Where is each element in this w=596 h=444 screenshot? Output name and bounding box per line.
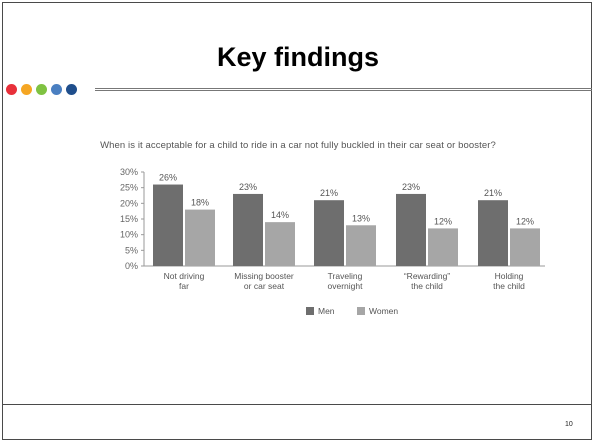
- data-label: 23%: [239, 182, 257, 192]
- category-label: overnight: [328, 281, 364, 291]
- legend-swatch-women: [357, 307, 365, 315]
- category-label: “Rewarding”: [404, 271, 450, 281]
- category-label: far: [179, 281, 189, 291]
- legend-label-men: Men: [318, 306, 335, 316]
- category-label: or car seat: [244, 281, 285, 291]
- y-tick-label: 10%: [120, 230, 138, 240]
- data-label: 14%: [271, 210, 289, 220]
- bar-women: [428, 228, 458, 266]
- bar-men: [314, 200, 344, 266]
- y-tick-label: 30%: [120, 167, 138, 177]
- data-label: 12%: [516, 216, 534, 226]
- decorative-dot-orange: [21, 84, 32, 95]
- category-label: the child: [493, 281, 525, 291]
- category-label: Missing booster: [234, 271, 294, 281]
- bar-men: [396, 193, 426, 266]
- footer-divider: [2, 404, 592, 405]
- title-divider: [95, 88, 592, 91]
- data-label: 23%: [402, 182, 420, 192]
- slide-title: Key findings: [216, 42, 379, 72]
- y-tick-label: 20%: [120, 198, 138, 208]
- data-label: 21%: [320, 188, 338, 198]
- legend-label-women: Women: [369, 306, 398, 316]
- decorative-dot-red: [6, 84, 17, 95]
- bar-men: [478, 200, 508, 266]
- decorative-dot-blue: [51, 84, 62, 95]
- category-label: the child: [411, 281, 443, 291]
- bar-women: [510, 228, 540, 266]
- page-number: 10: [565, 421, 573, 428]
- bar-women: [265, 222, 295, 266]
- data-label: 13%: [352, 213, 370, 223]
- category-label: Not driving: [164, 271, 205, 281]
- bar-women: [346, 225, 376, 266]
- chart-question: When is it acceptable for a child to rid…: [100, 140, 496, 151]
- data-label: 12%: [434, 216, 452, 226]
- bar-women: [185, 209, 215, 266]
- category-label: Traveling: [328, 271, 363, 281]
- y-tick-label: 15%: [120, 214, 138, 224]
- legend-swatch-men: [306, 307, 314, 315]
- category-label: Holding: [495, 271, 524, 281]
- decorative-dot-navy: [66, 84, 77, 95]
- y-tick-label: 5%: [125, 245, 138, 255]
- bar-men: [153, 184, 183, 266]
- data-label: 18%: [191, 198, 209, 208]
- y-tick-label: 0%: [125, 261, 138, 271]
- data-label: 26%: [159, 173, 177, 183]
- data-label: 21%: [484, 188, 502, 198]
- y-tick-label: 25%: [120, 183, 138, 193]
- decorative-dot-green: [36, 84, 47, 95]
- slide-frame: [2, 2, 592, 440]
- bar-men: [233, 193, 263, 266]
